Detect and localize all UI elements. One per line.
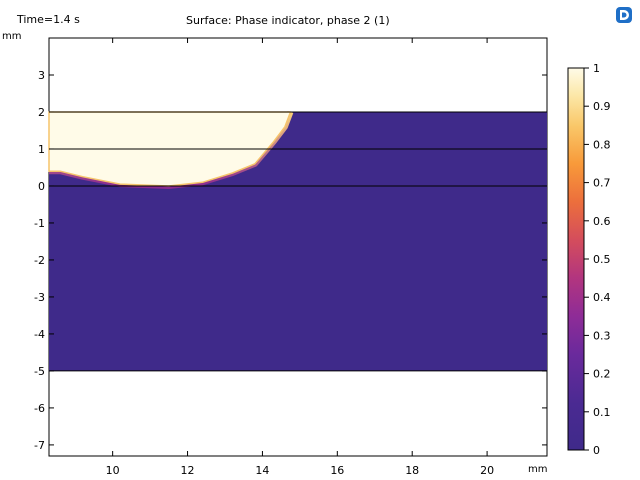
x-tick-label: 14 [255,464,269,477]
colorbar-tick-label: 0 [593,444,600,457]
colorbar-gradient [567,67,585,451]
app-logo-icon[interactable] [615,6,633,24]
colorbar-ticks: 1 0.9 0.8 0.7 0.6 0.5 0.4 0.3 0.2 0.1 0 [584,62,611,457]
y-tick-label: 2 [38,106,45,119]
colorbar-tick-label: 0.4 [593,291,611,304]
colorbar-tick-label: 0.8 [593,138,611,151]
colorbar-tick-label: 0.6 [593,215,611,228]
x-tick-label: 20 [480,464,494,477]
x-tick-label: 12 [181,464,195,477]
y-tick-label: -3 [34,291,45,304]
x-tick-label: 16 [330,464,344,477]
colorbar: 1 0.9 0.8 0.7 0.6 0.5 0.4 0.3 0.2 0.1 0 [567,62,611,457]
y-tick-label: 1 [38,143,45,156]
x-axis-ticks: 10 12 14 16 18 20 [106,38,494,477]
x-tick-label: 10 [106,464,120,477]
colorbar-tick-label: 0.3 [593,329,611,342]
time-label: Time=1.4 s [17,13,80,26]
y-tick-label: 0 [38,180,45,193]
y-tick-label: -6 [34,402,45,415]
y-tick-label: -2 [34,254,45,267]
x-axis-unit: mm [528,464,548,475]
colorbar-tick-label: 0.5 [593,253,611,266]
y-tick-label: -5 [34,365,45,378]
plot-title: Surface: Phase indicator, phase 2 (1) [186,14,390,27]
colorbar-tick-label: 1 [593,62,600,75]
colorbar-tick-label: 0.2 [593,368,611,381]
colorbar-tick-label: 0.1 [593,406,611,419]
colorbar-tick-label: 0.9 [593,100,611,113]
boundary-lines [49,111,547,372]
y-tick-label: -4 [34,328,45,341]
y-axis-unit: mm [2,31,22,42]
y-tick-label: -1 [34,217,45,230]
y-tick-label: -7 [34,439,45,452]
x-tick-label: 18 [405,464,419,477]
colorbar-tick-label: 0.7 [593,177,611,190]
y-tick-label: 3 [38,69,45,82]
y-axis-ticks: 3 2 1 0 -1 -2 -3 -4 -5 -6 -7 [34,69,547,452]
